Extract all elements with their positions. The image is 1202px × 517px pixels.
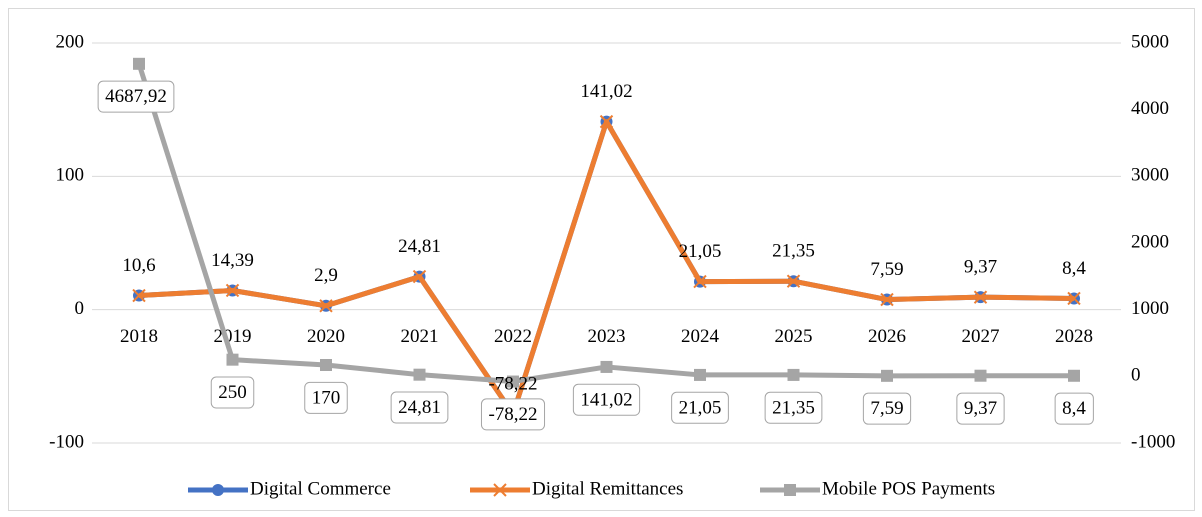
point-marker xyxy=(320,359,332,371)
point-marker xyxy=(226,353,239,366)
x-tick-label: 2019 xyxy=(214,326,252,347)
point-marker xyxy=(881,369,893,382)
legend-label: Digital Remittances xyxy=(532,478,683,499)
legend-label: Mobile POS Payments xyxy=(822,478,995,499)
data-label-box xyxy=(764,391,823,424)
data-label-box xyxy=(97,80,175,113)
y2-tick-label: -1000 xyxy=(1131,431,1175,452)
y2-tick-label: 2000 xyxy=(1131,231,1169,252)
point-marker xyxy=(319,299,333,313)
point-marker xyxy=(600,360,613,373)
x-tick-label: 2028 xyxy=(1055,326,1093,347)
data-label-box xyxy=(480,398,546,431)
data-label-box xyxy=(304,381,348,414)
data-label: 9,37 xyxy=(964,257,997,278)
x-tick-label: 2023 xyxy=(588,326,626,347)
legend-marker xyxy=(784,484,796,496)
data-label: 141,02 xyxy=(580,389,632,410)
x-tick-label: 2018 xyxy=(120,326,158,347)
data-label: 21,35 xyxy=(772,397,815,418)
data-label-box xyxy=(862,392,912,425)
legend-marker xyxy=(212,484,224,496)
y-tick-label: -100 xyxy=(49,431,84,452)
data-label: 7,59 xyxy=(870,398,903,419)
legend-label: Digital Commerce xyxy=(250,478,391,499)
x-tick-label: 2026 xyxy=(868,326,906,347)
point-marker xyxy=(787,368,800,381)
data-label-group: 170 xyxy=(304,381,348,414)
data-label: -78,22 xyxy=(488,373,537,394)
data-label: 21,35 xyxy=(772,241,815,262)
data-label-group: 141,02 xyxy=(572,383,641,416)
point-marker xyxy=(880,292,894,307)
point-marker xyxy=(786,274,801,288)
point-marker xyxy=(133,57,145,70)
y2-tick-label: 4000 xyxy=(1131,98,1169,119)
data-label: 250 xyxy=(218,382,247,403)
data-label-box xyxy=(572,383,641,416)
data-label-group: 4687,92 xyxy=(97,80,175,113)
data-label: 8,4 xyxy=(1062,398,1086,419)
point-marker xyxy=(974,369,987,382)
x-tick-label: 2024 xyxy=(681,326,720,347)
data-label: 141,02 xyxy=(580,81,632,102)
data-label: 8,4 xyxy=(1062,258,1086,279)
data-label-group: 9,37 xyxy=(956,392,1005,425)
x-tick-label: 2021 xyxy=(401,326,439,347)
chart-border xyxy=(8,8,1195,511)
point-marker xyxy=(973,290,988,304)
y2-tick-label: 0 xyxy=(1131,365,1141,386)
y2-tick-label: 5000 xyxy=(1131,31,1169,52)
data-label-box xyxy=(1054,392,1094,425)
point-marker xyxy=(413,368,426,381)
data-label-group: 24,81 xyxy=(390,391,449,424)
y2-tick-label: 1000 xyxy=(1131,298,1169,319)
data-label: 9,37 xyxy=(964,398,997,419)
point-marker xyxy=(507,375,519,388)
x-tick-label: 2022 xyxy=(494,326,532,347)
data-label-group: 7,59 xyxy=(862,392,912,425)
data-label-box xyxy=(210,376,255,409)
x-tick-label: 2027 xyxy=(962,326,1000,347)
legend-marker xyxy=(493,483,507,497)
data-label-group: 8,4 xyxy=(1054,392,1094,425)
point-marker xyxy=(132,288,146,303)
point-marker xyxy=(1068,369,1080,382)
data-label-group: 21,05 xyxy=(671,391,729,424)
data-label: 2,9 xyxy=(314,265,338,286)
y2-tick-label: 3000 xyxy=(1131,165,1169,186)
y-tick-label: 100 xyxy=(56,165,85,186)
data-label-box xyxy=(956,392,1005,425)
data-label-group: -78,22 xyxy=(480,398,546,431)
y-tick-label: 0 xyxy=(75,298,85,319)
point-marker xyxy=(599,114,614,129)
data-label: -78,22 xyxy=(488,404,537,425)
data-label: 7,59 xyxy=(870,259,903,280)
data-label-group: 21,35 xyxy=(764,391,823,424)
point-marker xyxy=(694,368,706,381)
data-label-group: 250 xyxy=(210,376,255,409)
point-marker xyxy=(1067,291,1081,306)
data-label-box xyxy=(390,391,449,424)
data-label-box xyxy=(671,391,729,424)
data-label: 10,6 xyxy=(122,255,155,276)
point-marker xyxy=(693,274,707,289)
point-marker xyxy=(225,283,240,298)
data-label: 14,39 xyxy=(211,250,254,271)
x-tick-label: 2020 xyxy=(307,326,345,347)
data-label: 4687,92 xyxy=(105,86,167,107)
data-label: 24,81 xyxy=(398,397,441,418)
x-tick-label: 2025 xyxy=(775,326,813,347)
data-label: 21,05 xyxy=(679,397,722,418)
data-label: 170 xyxy=(312,387,341,408)
y-tick-label: 200 xyxy=(56,31,85,52)
data-label: 24,81 xyxy=(398,236,441,257)
data-label: 21,05 xyxy=(679,241,722,262)
point-marker xyxy=(412,269,427,284)
